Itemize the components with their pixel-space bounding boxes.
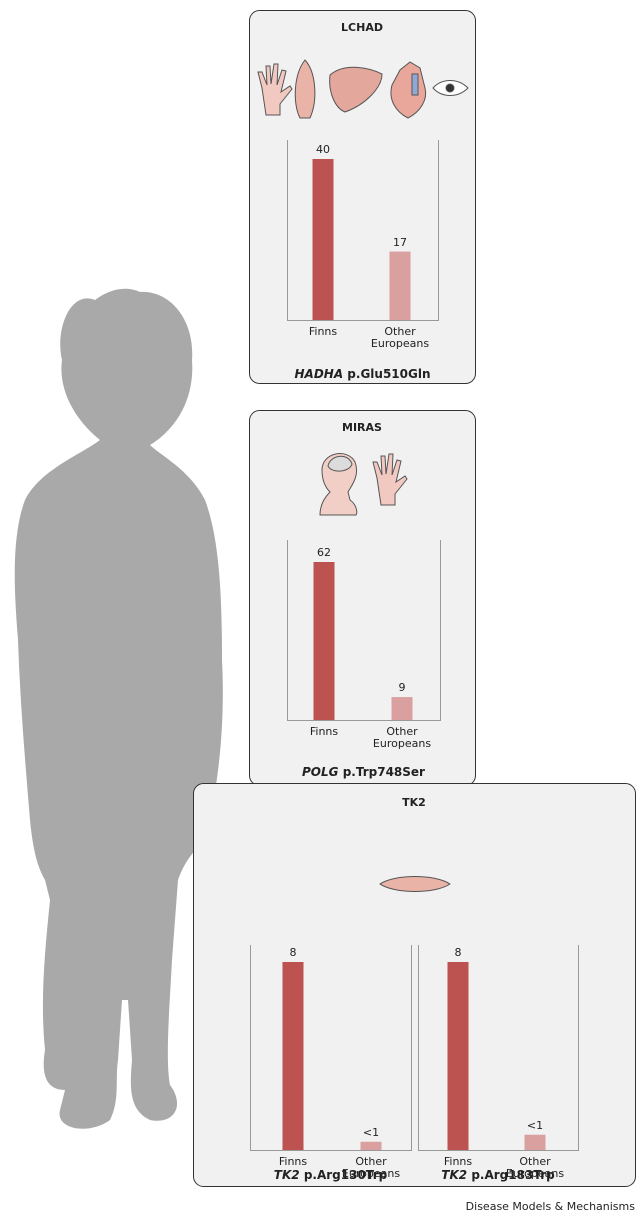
x-tick-label: Finns: [278, 1155, 308, 1168]
chart-frame: [418, 945, 579, 1151]
hand-icon: [372, 453, 408, 506]
panel-title: LCHAD: [341, 21, 383, 34]
bar: [391, 697, 413, 720]
variant-name: p.Arg130Trp: [303, 1168, 388, 1182]
x-tick-label: Finns: [309, 725, 339, 738]
variant-name: p.Glu510Gln: [347, 367, 431, 381]
value-label: 17: [393, 235, 407, 249]
liver-icon: [329, 66, 383, 113]
value-label: 40: [316, 143, 330, 156]
bar: [360, 1141, 382, 1150]
value-label: <1: [362, 1125, 380, 1139]
value-label: 8: [454, 946, 462, 959]
gene-name: TK2: [273, 1168, 300, 1182]
icons: [319, 453, 408, 516]
variant-label: POLG p.Trp748Ser: [284, 766, 444, 778]
child-silhouette: [14, 288, 223, 1129]
value-label: 9: [398, 681, 406, 695]
muscle-icon: [294, 59, 316, 119]
value-label: <1: [526, 1118, 544, 1132]
x-tick-label: Other Europeans: [372, 725, 432, 750]
x-tick-label: Other Europeans: [341, 1155, 401, 1180]
value-label: 8: [289, 946, 297, 959]
chart-frame: [250, 945, 412, 1151]
gene-name: HADHA: [294, 367, 344, 381]
variant-label: TK2 p.Arg130Trp: [251, 1169, 411, 1181]
bar: [282, 962, 304, 1150]
variant-label: HADHA p.Glu510Gln: [283, 368, 443, 380]
bar: [313, 562, 335, 720]
chart-frame: [287, 540, 441, 721]
x-tick-label: Finns: [443, 1155, 473, 1168]
hand-icon: [257, 63, 293, 116]
muscle-icon: [379, 876, 451, 892]
vessel-icon: [411, 73, 419, 96]
x-tick-label: Other Europeans: [370, 325, 430, 350]
bar: [524, 1134, 546, 1150]
panel: [193, 783, 636, 1187]
icons: [257, 59, 469, 119]
panel: [249, 10, 476, 384]
x-tick-label: Finns: [308, 325, 338, 338]
bar: [312, 159, 334, 320]
value-label: 62: [317, 546, 331, 559]
variant-label: TK2 p.Arg183Trp: [418, 1169, 578, 1181]
bar: [447, 962, 469, 1150]
panel: [249, 410, 476, 786]
source-credit: Disease Models & Mechanisms: [465, 1200, 635, 1213]
variant-name: p.Arg183Trp: [471, 1168, 555, 1182]
gene-name: POLG: [302, 765, 339, 779]
gene-name: TK2: [441, 1168, 468, 1182]
bar: [389, 251, 411, 320]
panel-title: MIRAS: [342, 421, 382, 434]
variant-name: p.Trp748Ser: [342, 765, 425, 779]
chart-frame: [287, 140, 439, 321]
brain-icon: [327, 455, 353, 472]
x-tick-label: Other Europeans: [505, 1155, 565, 1180]
pupil: [445, 83, 455, 93]
panel-title: TK2: [402, 796, 426, 809]
